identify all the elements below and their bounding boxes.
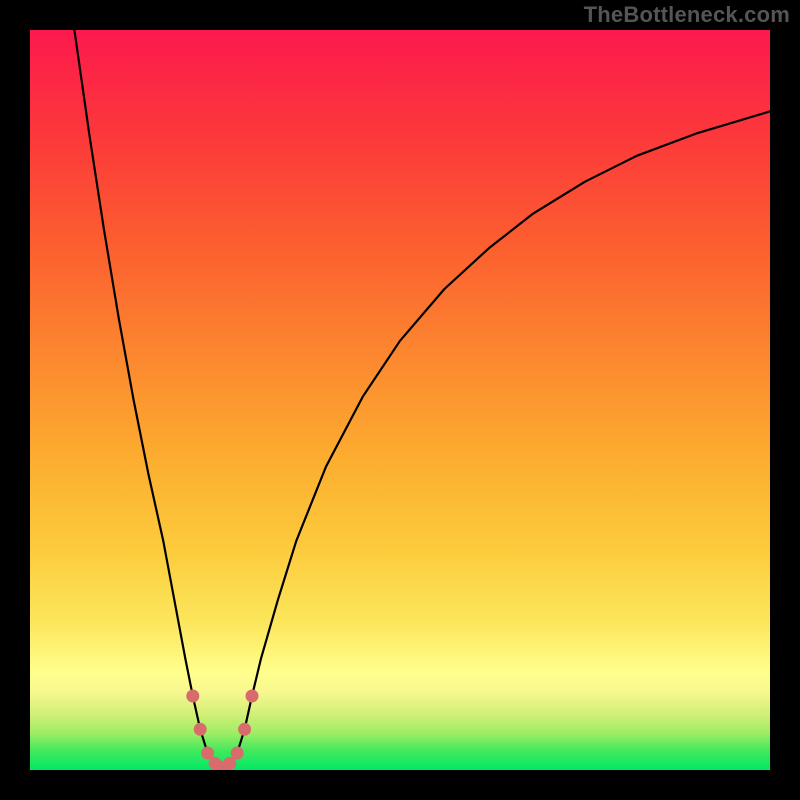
curve-marker [194, 723, 207, 736]
plot-background [30, 30, 770, 770]
watermark-text: TheBottleneck.com [584, 2, 790, 28]
plot-area [30, 30, 770, 770]
curve-marker [186, 690, 199, 703]
curve-marker [231, 746, 244, 759]
curve-marker [238, 723, 251, 736]
chart-svg [30, 30, 770, 770]
chart-container: TheBottleneck.com [0, 0, 800, 800]
curve-marker [246, 690, 259, 703]
